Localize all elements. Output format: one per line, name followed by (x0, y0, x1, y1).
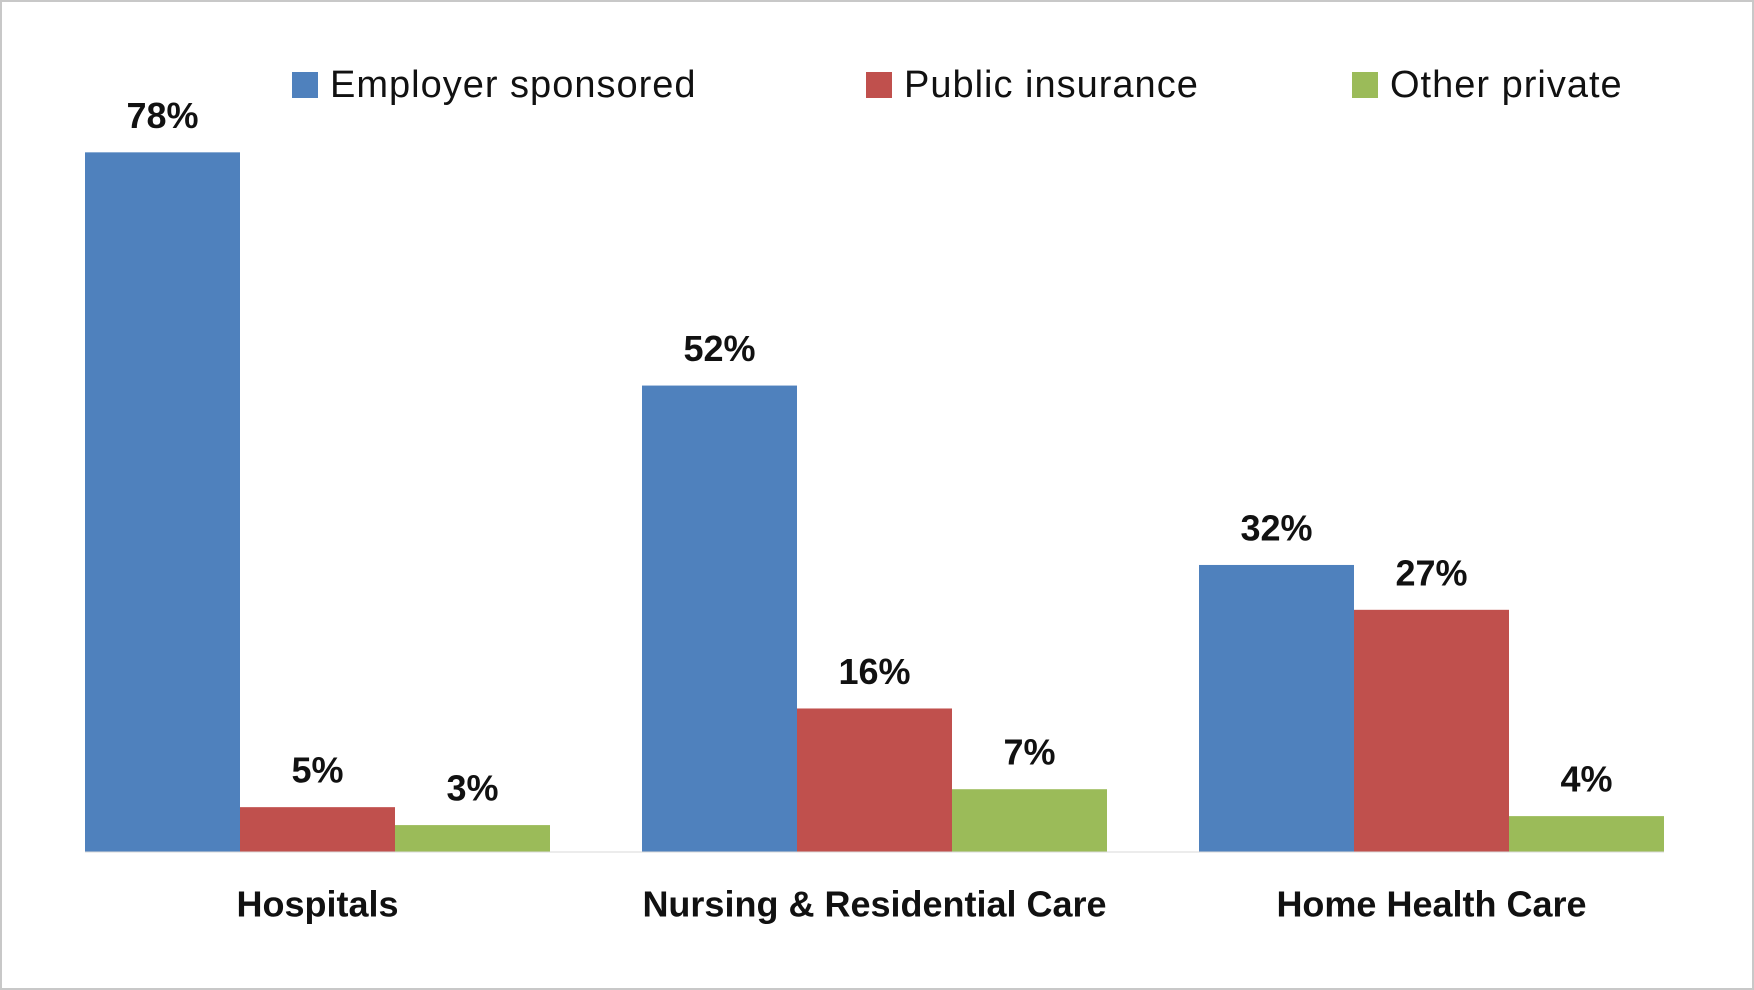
x-tick-label: Hospitals (236, 884, 398, 925)
bar (395, 825, 550, 852)
data-label: 16% (838, 651, 910, 692)
bar (240, 807, 395, 852)
data-label: 78% (126, 95, 198, 136)
x-tick-label: Home Health Care (1276, 884, 1586, 925)
legend-label: Other private (1390, 64, 1623, 106)
legend-label: Public insurance (904, 64, 1199, 106)
data-label: 32% (1240, 507, 1312, 548)
bar (1509, 816, 1664, 852)
data-label: 4% (1560, 759, 1612, 800)
data-label: 7% (1003, 732, 1055, 773)
bar (642, 385, 797, 852)
bar (1199, 564, 1354, 852)
legend-swatch (292, 72, 318, 98)
data-label: 52% (683, 328, 755, 369)
data-label: 5% (291, 750, 343, 791)
x-tick-label: Nursing & Residential Care (642, 884, 1106, 925)
data-label: 27% (1395, 552, 1467, 593)
bar (85, 152, 240, 853)
data-label: 3% (446, 768, 498, 809)
legend-swatch (866, 72, 892, 98)
bar (1354, 609, 1509, 852)
legend-label: Employer sponsored (330, 64, 697, 106)
bar (797, 708, 952, 852)
bar (952, 789, 1107, 852)
legend-swatch (1352, 72, 1378, 98)
